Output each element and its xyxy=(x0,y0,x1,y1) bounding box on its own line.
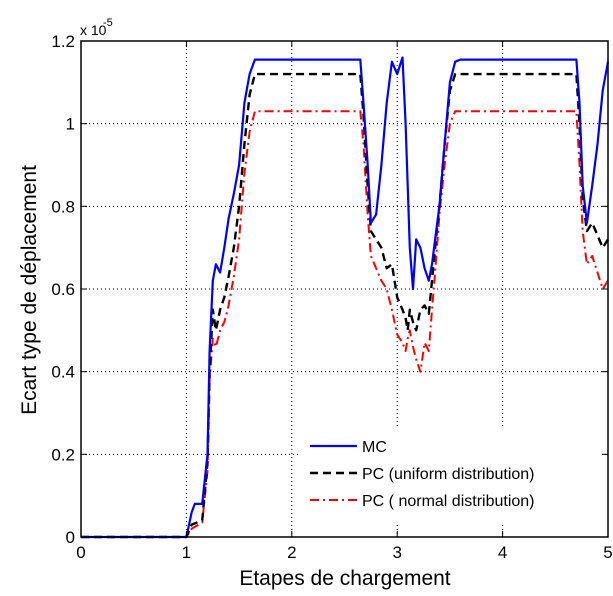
x-tick-label: 4 xyxy=(498,543,507,562)
series-line-1 xyxy=(81,72,610,539)
x-axis-label: Etapes de chargement xyxy=(239,567,450,590)
y-tick-label: 0.6 xyxy=(51,280,75,299)
legend-label-pc-normal: PC ( normal distribution) xyxy=(362,493,535,510)
x-tick-label: 5 xyxy=(603,543,612,562)
series-layer xyxy=(81,56,610,539)
y-tick-label: 0.8 xyxy=(51,197,75,216)
axis-ticks: 0 1 2 3 4 5 0 0.2 0.4 0.6 0.8 1 1.2 xyxy=(51,32,612,562)
y-tick-label: 0 xyxy=(66,528,75,547)
y-tick-label: 0.4 xyxy=(51,363,75,382)
legend-label-pc-uniform: PC (uniform distribution) xyxy=(362,466,535,483)
y-axis-label: Ecart type de déplacement xyxy=(18,165,41,415)
legend: MC PC (uniform distribution) PC ( normal… xyxy=(298,426,602,524)
legend-box xyxy=(298,426,602,524)
series-line-2 xyxy=(81,110,609,538)
y-multiplier-base: x 10 xyxy=(80,22,107,38)
y-tick-label: 1 xyxy=(66,115,75,134)
x-tick-label: 2 xyxy=(287,543,296,562)
y-tick-label: 1.2 xyxy=(51,32,75,51)
x-tick-label: 0 xyxy=(76,543,85,562)
y-multiplier-exponent: -5 xyxy=(103,17,113,29)
x-tick-label: 3 xyxy=(392,543,401,562)
x-tick-label: 1 xyxy=(182,543,191,562)
series-line-0 xyxy=(81,56,610,539)
grid-lines xyxy=(81,41,608,537)
y-tick-label: 0.2 xyxy=(51,445,75,464)
legend-label-mc: MC xyxy=(362,439,387,456)
